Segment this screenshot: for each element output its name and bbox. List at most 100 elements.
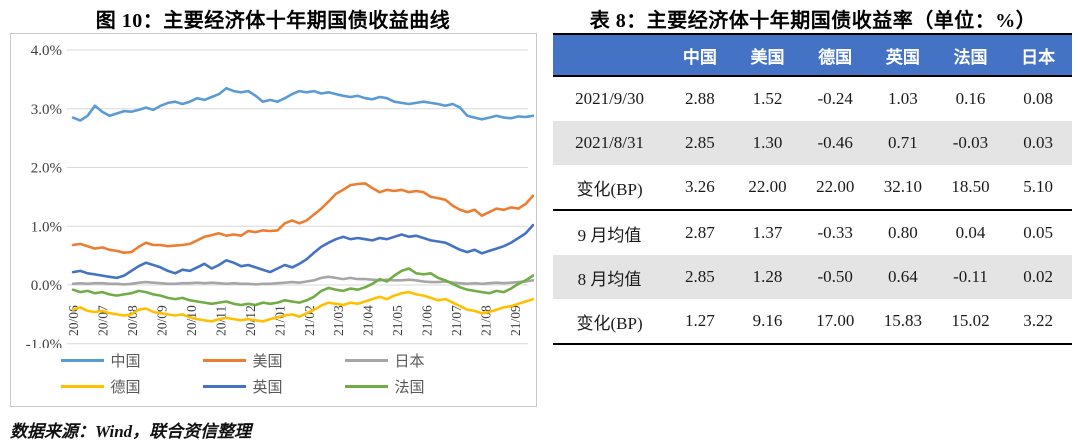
legend-label: 中国 bbox=[110, 354, 141, 370]
table-value-cell: 15.02 bbox=[936, 299, 1005, 345]
legend-label: 德国 bbox=[110, 380, 141, 396]
table-header-cell: 中国 bbox=[666, 33, 734, 77]
table-row: 变化(BP) 1.27 9.16 17.00 15.83 15.02 3.22 bbox=[553, 299, 1072, 345]
legend-label: 英国 bbox=[252, 380, 283, 396]
table-value-cell: -0.46 bbox=[801, 121, 870, 165]
table-value-cell: 0.71 bbox=[869, 121, 937, 165]
table-value-cell: -0.50 bbox=[801, 255, 870, 299]
legend-line-swatch bbox=[202, 385, 246, 388]
table-value-cell: 2.88 bbox=[685, 89, 715, 108]
series-line-美国 bbox=[71, 182, 534, 254]
legend-label: 美国 bbox=[252, 354, 283, 370]
table-value-cell: 3.26 bbox=[666, 165, 734, 211]
table-value-cell: 1.52 bbox=[752, 89, 783, 108]
legend-label: 法国 bbox=[394, 380, 425, 396]
table-value-cell: 2.85 bbox=[666, 255, 734, 299]
table-value-cell: 17.00 bbox=[801, 299, 870, 345]
series-line-日本 bbox=[71, 275, 534, 286]
data-source-note: 数据来源：Wind，联合资信整理 bbox=[10, 422, 252, 441]
y-axis-tick-label: 1.0% bbox=[31, 219, 62, 235]
table-row: 2021/9/30 2.88 1.52 -0.24 1.03 0.16 0.08 bbox=[553, 76, 1072, 121]
table-value-cell: 0.64 bbox=[869, 255, 937, 299]
x-axis-tick-label: 21/01 bbox=[272, 305, 287, 336]
row-label-cell: 变化(BP) bbox=[553, 299, 667, 345]
legend-line-swatch bbox=[202, 359, 246, 362]
table-header-cell: 法国 bbox=[936, 33, 1005, 77]
series-line-法国 bbox=[71, 267, 534, 307]
table-value-cell: 0.16 bbox=[955, 89, 986, 108]
legend-item-中国: 中国 bbox=[60, 350, 203, 371]
table-value-cell: 1.03 bbox=[887, 89, 918, 108]
table-value-cell: 22.00 bbox=[801, 165, 870, 211]
chart-title: 图 10：主要经济体十年期国债收益曲线 bbox=[95, 10, 451, 32]
legend-label: 日本 bbox=[394, 354, 425, 370]
legend-item-日本: 日本 bbox=[344, 350, 487, 371]
table-value-cell: 0.04 bbox=[955, 223, 986, 242]
table-value-cell: 2.85 bbox=[666, 121, 734, 165]
bond-yield-line-chart: 4.0% 3.0% 2.0% 1.0% 0.0% -1.0% 20/06 20/07 20/08… bbox=[10, 33, 537, 407]
x-axis-tick-label: 20/10 bbox=[184, 305, 199, 336]
x-axis-tick-label: 21/04 bbox=[361, 305, 376, 336]
table-value-cell: 9.16 bbox=[733, 299, 802, 345]
table-value-cell: 0.08 bbox=[1023, 89, 1054, 108]
table-value-cell: -0.33 bbox=[817, 223, 853, 242]
table-body: 2021/9/30 2.88 1.52 -0.24 1.03 0.16 0.08 2021/8… bbox=[553, 76, 1072, 345]
y-axis-tick-label: 0.0% bbox=[31, 278, 62, 294]
table-header-cell: 英国 bbox=[869, 33, 937, 77]
row-label-cell: 2021/8/31 bbox=[553, 121, 667, 165]
x-axis-tick-label: 21/06 bbox=[420, 305, 435, 336]
legend-item-法国: 法国 bbox=[344, 376, 487, 397]
y-axis-tick-label: 4.0% bbox=[31, 43, 62, 59]
legend-line-swatch bbox=[60, 385, 104, 388]
table-value-cell: 0.05 bbox=[1023, 223, 1054, 242]
y-axis-tick-label: 3.0% bbox=[31, 102, 62, 118]
table-header-cell bbox=[553, 33, 667, 77]
table-row: 2021/8/31 2.85 1.30 -0.46 0.71 -0.03 0.03 bbox=[553, 121, 1072, 165]
x-axis-tick-label: 21/03 bbox=[331, 305, 346, 336]
x-axis-tick-label: 21/09 bbox=[508, 305, 523, 336]
table-value-cell: 32.10 bbox=[869, 165, 937, 211]
table-value-cell: 1.28 bbox=[733, 255, 802, 299]
table-value-cell: 15.83 bbox=[869, 299, 937, 345]
legend-item-英国: 英国 bbox=[202, 376, 345, 397]
row-label-cell: 变化(BP) bbox=[553, 165, 667, 211]
row-label-cell: 2021/9/30 bbox=[575, 89, 645, 108]
bond-yield-table: 中国 美国 德国 英国 法国 日本 2021/9/30 2.88 1.52 -0.24 1.03 0… bbox=[553, 33, 1072, 345]
x-axis-tick-label: 20/07 bbox=[95, 305, 110, 336]
x-axis-tick-label: 20/11 bbox=[213, 306, 228, 336]
table-header-cell: 美国 bbox=[733, 33, 802, 77]
table-value-cell: 0.02 bbox=[1004, 255, 1072, 299]
table-header-row: 中国 美国 德国 英国 法国 日本 bbox=[553, 33, 1072, 77]
legend-row: 德国 英国 法国 bbox=[60, 376, 487, 397]
y-axis-tick-label: -1.0% bbox=[26, 337, 62, 348]
x-axis-tick-label: 21/07 bbox=[449, 305, 464, 336]
x-axis-tick-label: 21/08 bbox=[479, 305, 494, 336]
row-label-cell: 8 月均值 bbox=[553, 255, 667, 299]
x-axis-tick-label: 21/05 bbox=[390, 305, 405, 336]
table-value-cell: 0.03 bbox=[1004, 121, 1072, 165]
row-label-cell: 9 月均值 bbox=[577, 225, 642, 245]
legend-line-swatch bbox=[344, 359, 388, 362]
table-value-cell: 18.50 bbox=[936, 165, 1005, 211]
y-axis-tick-label: 2.0% bbox=[31, 161, 62, 177]
table-value-cell: -0.24 bbox=[817, 89, 853, 108]
legend-item-德国: 德国 bbox=[60, 376, 203, 397]
table-header-cell: 德国 bbox=[801, 33, 870, 77]
table-value-cell: -0.03 bbox=[936, 121, 1005, 165]
table-value-cell: 2.87 bbox=[685, 223, 715, 242]
table-row: 8 月均值 2.85 1.28 -0.50 0.64 -0.11 0.02 bbox=[553, 255, 1072, 299]
table-title: 表 8：主要经济体十年期国债收益率（单位：%） bbox=[589, 10, 1037, 32]
table-value-cell: 22.00 bbox=[733, 165, 802, 211]
table-value-cell: 3.22 bbox=[1004, 299, 1072, 345]
table-value-cell: 5.10 bbox=[1004, 165, 1072, 211]
table-value-cell: 1.37 bbox=[752, 223, 783, 242]
series-line-中国 bbox=[71, 86, 534, 122]
legend-line-swatch bbox=[344, 385, 388, 388]
x-axis-tick-label: 20/09 bbox=[154, 305, 169, 336]
chart-legend: 中国 美国 日本德国 英国 法国 bbox=[11, 350, 536, 397]
table-row: 变化(BP) 3.26 22.00 22.00 32.10 18.50 5.10 bbox=[553, 165, 1072, 211]
chart-plot-area: 4.0%3.0%2.0%1.0%0.0%-1.0%20/06 20/07 20/08… bbox=[26, 43, 534, 348]
legend-item-美国: 美国 bbox=[202, 350, 345, 371]
table-value-cell: -0.11 bbox=[936, 255, 1005, 299]
